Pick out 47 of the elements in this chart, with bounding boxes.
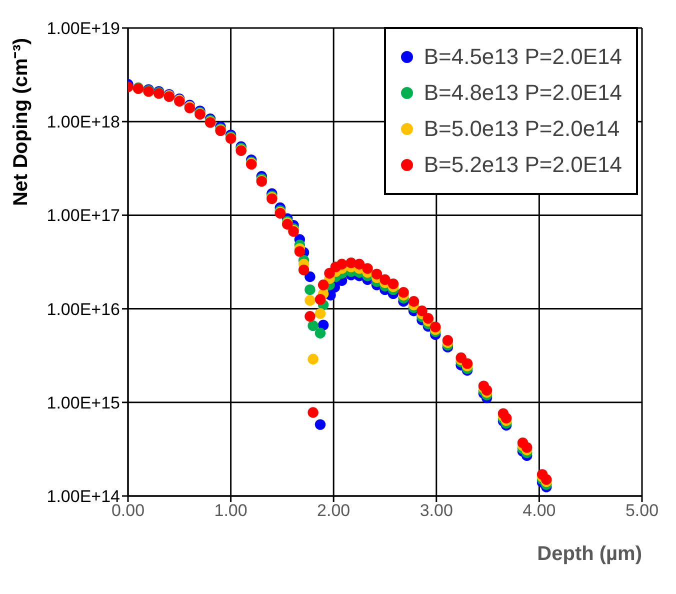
point [371, 268, 382, 280]
point [362, 263, 373, 274]
point [422, 313, 434, 324]
point [314, 328, 326, 338]
legend-label: B=5.0e13 P=2.0e14 [424, 115, 620, 143]
legend-label: B=4.5e13 P=2.0E14 [424, 43, 622, 71]
point [398, 286, 409, 298]
point [308, 407, 318, 418]
y-tick-label: 1.00E+18 [46, 112, 120, 132]
point [500, 412, 512, 424]
x-tick-label: 3.00 [420, 501, 453, 520]
x-tick-label: 2.00 [317, 501, 350, 520]
point [354, 258, 365, 270]
y-tick-label: 1.00E+16 [46, 300, 120, 319]
point [416, 306, 428, 316]
point [380, 274, 390, 285]
point [304, 271, 316, 282]
point [408, 296, 420, 307]
legend-label: B=5.2e13 P=2.0E14 [424, 151, 622, 179]
point [324, 268, 335, 279]
point [430, 322, 441, 332]
point [388, 278, 399, 290]
point [294, 246, 306, 257]
point [308, 354, 318, 364]
point [318, 280, 329, 290]
y-tick-label: 1.00E+15 [46, 393, 120, 412]
y-tick-label: 1.00E+19 [46, 19, 120, 38]
point [308, 320, 318, 332]
point [304, 284, 316, 296]
x-tick-label: 4.00 [522, 501, 556, 520]
point [304, 311, 316, 322]
point [481, 384, 492, 396]
x-tick-label: 5.00 [625, 501, 659, 520]
y-tick-label: 1.00E+17 [46, 206, 120, 226]
point [314, 308, 326, 319]
point [314, 294, 326, 305]
x-tick-label: 1.00 [214, 501, 248, 520]
legend-label: B=4.8e13 P=2.0E14 [424, 79, 622, 107]
point [522, 442, 532, 453]
point [462, 358, 473, 369]
x-axis-title: Depth (µm) [537, 543, 642, 565]
point [336, 258, 348, 270]
point [298, 264, 310, 276]
y-axis-title: Net Doping (cm⁻³) [10, 38, 32, 206]
point [314, 419, 326, 430]
x-tick-label: 0.00 [111, 501, 145, 520]
point [304, 295, 316, 306]
